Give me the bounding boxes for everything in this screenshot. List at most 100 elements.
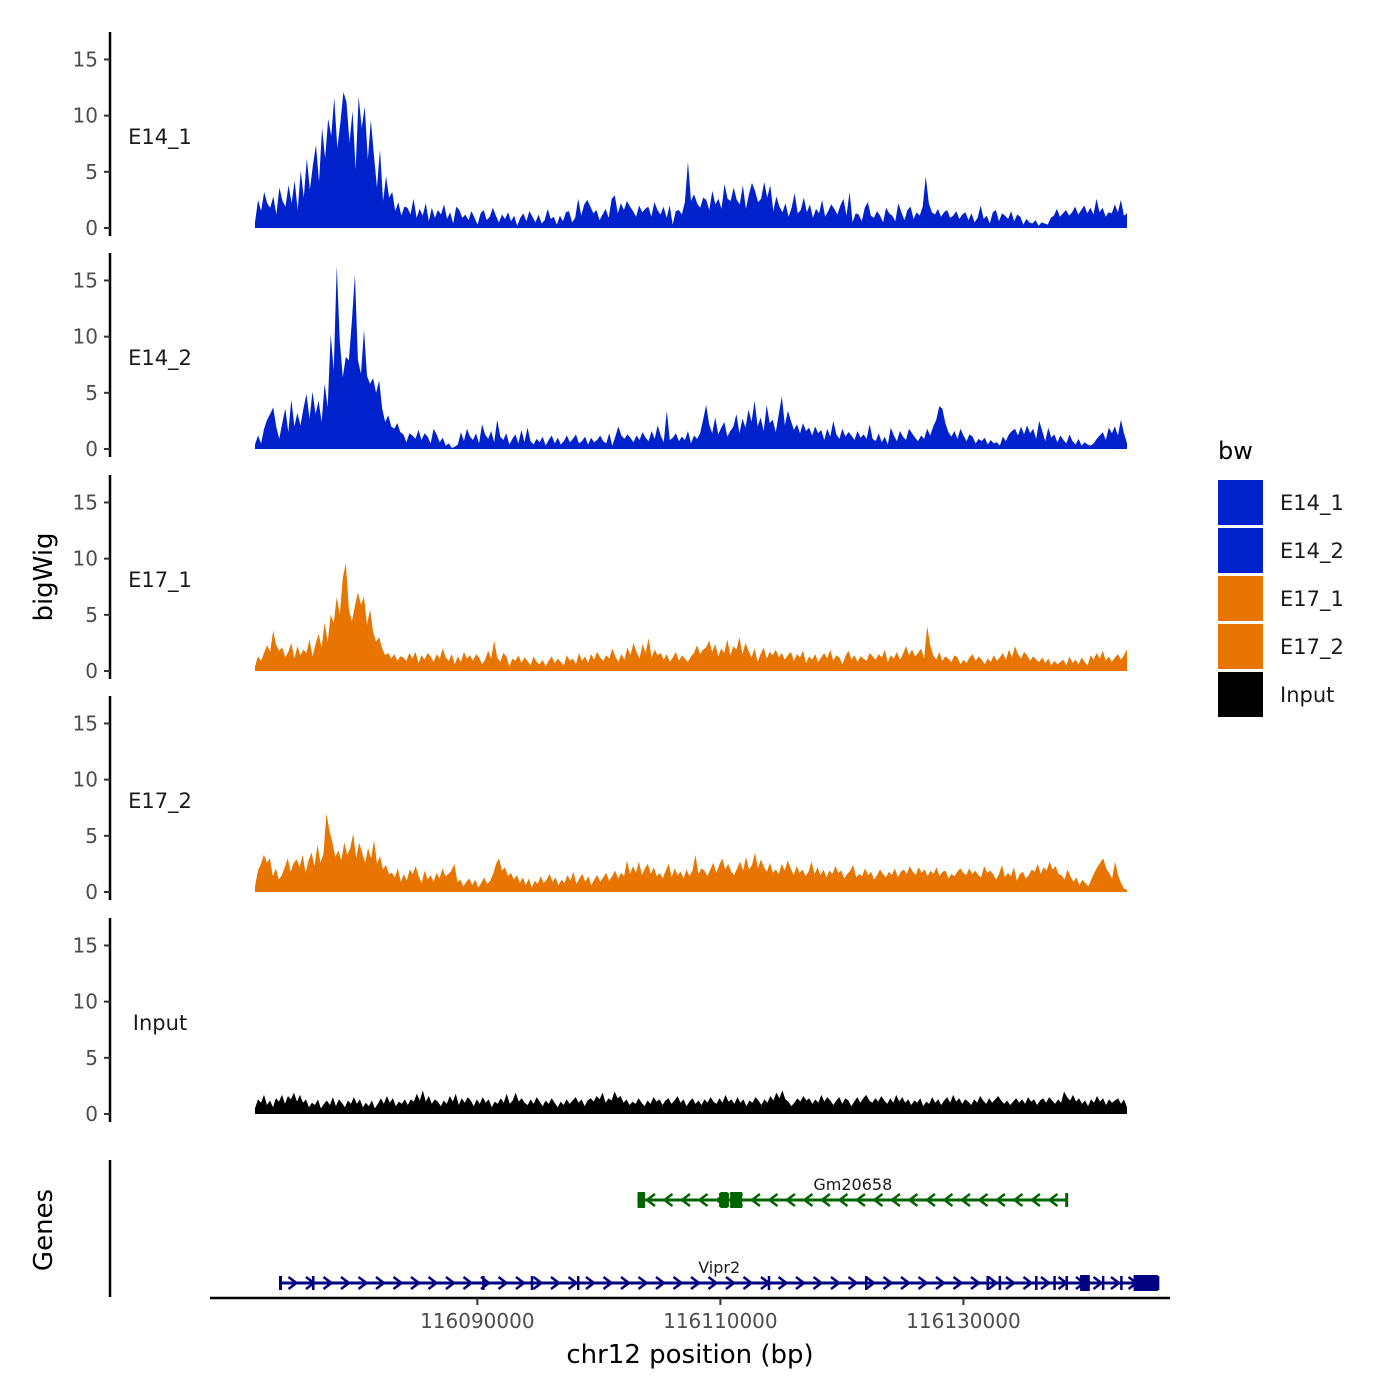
strand-arrow: [872, 1193, 884, 1207]
y-tick-label: 10: [73, 104, 98, 128]
strand-arrow: [1040, 1276, 1052, 1290]
legend-label: E14_1: [1280, 491, 1344, 516]
gene-label: Gm20658: [813, 1175, 892, 1194]
legend: bw E14_1 E14_2 E17_1 E17_2 Input: [1218, 437, 1344, 717]
strand-arrow: [1022, 1276, 1034, 1290]
strand-arrow: [935, 1276, 947, 1290]
strand-arrow: [725, 1276, 737, 1290]
strand-arrow: [907, 1193, 919, 1207]
strand-arrow: [1005, 1276, 1017, 1290]
strand-arrow: [777, 1276, 789, 1290]
track-label: E17_1: [128, 568, 192, 593]
signal-area-e14-2: [255, 265, 1127, 449]
exon: [1080, 1275, 1090, 1291]
track-label: E17_2: [128, 789, 192, 814]
y-tick-label: 5: [85, 824, 98, 848]
strand-arrow: [802, 1193, 814, 1207]
y-tick-label: 0: [85, 1102, 98, 1126]
y-tick-label: 0: [85, 216, 98, 240]
strand-arrow: [462, 1276, 474, 1290]
strand-arrow: [767, 1193, 779, 1207]
strand-arrow: [942, 1193, 954, 1207]
strand-arrow: [837, 1193, 849, 1207]
strand-arrow: [287, 1276, 299, 1290]
strand-arrow: [392, 1276, 404, 1290]
y-tick-label: 0: [85, 437, 98, 461]
bigwig-tracks: 0 5 10 15 E14_1 0 5 10 15 E14_2 0 5 10 15 E17_1 0 5 10 15 E…: [73, 32, 1127, 1126]
y-tick-label: 0: [85, 659, 98, 683]
strand-arrow: [970, 1276, 982, 1290]
strand-arrow: [707, 1276, 719, 1290]
strand-arrow: [515, 1276, 527, 1290]
strand-arrow: [655, 1276, 667, 1290]
strand-arrow: [497, 1276, 509, 1290]
genes-track-title: Genes: [29, 1189, 59, 1271]
strand-arrow: [697, 1193, 709, 1207]
x-tick-label: 116090000: [420, 1309, 535, 1333]
y-tick-label: 0: [85, 880, 98, 904]
strand-arrow: [1012, 1193, 1024, 1207]
track-label: E14_2: [128, 346, 192, 371]
legend-label: E17_1: [1280, 587, 1344, 612]
strand-arrow: [889, 1193, 901, 1207]
strand-arrow: [900, 1276, 912, 1290]
strand-arrow: [882, 1276, 894, 1290]
track-label: Input: [133, 1011, 187, 1035]
gene-gm20658: Gm20658: [637, 1175, 1069, 1208]
exon: [720, 1192, 728, 1208]
strand-arrow: [1110, 1276, 1122, 1290]
strand-arrow: [854, 1193, 866, 1207]
y-axis-title: bigWig: [29, 532, 59, 621]
y-tick-label: 5: [85, 1046, 98, 1070]
legend-label: E14_2: [1280, 539, 1344, 564]
strand-arrow: [375, 1276, 387, 1290]
y-tick-label: 15: [73, 268, 98, 292]
x-tick-label: 116130000: [906, 1309, 1021, 1333]
legend-key-e14-2: [1218, 528, 1263, 573]
strand-arrow: [662, 1193, 674, 1207]
strand-arrow: [987, 1276, 999, 1290]
strand-arrow: [357, 1276, 369, 1290]
strand-arrow: [602, 1276, 614, 1290]
strand-arrow: [445, 1276, 457, 1290]
track-e14-2: 0 5 10 15 E14_2: [73, 253, 1127, 461]
strand-arrow: [959, 1193, 971, 1207]
track-e17-2: 0 5 10 15 E17_2: [73, 696, 1127, 904]
strand-arrow: [410, 1276, 422, 1290]
strand-arrow: [672, 1276, 684, 1290]
y-tick-label: 5: [85, 603, 98, 627]
exon: [1133, 1275, 1158, 1291]
strand-arrow: [812, 1276, 824, 1290]
legend-key-input: [1218, 672, 1263, 717]
track-input: 0 5 10 15 Input: [73, 918, 1127, 1126]
strand-arrow: [532, 1276, 544, 1290]
strand-arrow: [567, 1276, 579, 1290]
legend-key-e17-1: [1218, 576, 1263, 621]
strand-arrow: [819, 1193, 831, 1207]
strand-arrow: [637, 1276, 649, 1290]
strand-arrow: [742, 1276, 754, 1290]
gene-vipr2: Vipr2: [278, 1258, 1160, 1291]
track-label: E14_1: [128, 125, 192, 150]
strand-arrow: [1047, 1193, 1059, 1207]
strand-arrow: [1092, 1276, 1104, 1290]
track-e17-1: 0 5 10 15 E17_1: [73, 475, 1127, 683]
signal-area-e17-2: [255, 813, 1127, 892]
strand-arrow: [690, 1276, 702, 1290]
x-axis-title: chr12 position (bp): [566, 1340, 813, 1370]
gene-label: Vipr2: [698, 1258, 740, 1277]
legend-key-e14-1: [1218, 480, 1263, 525]
strand-arrow: [322, 1276, 334, 1290]
y-tick-label: 5: [85, 160, 98, 184]
legend-label: E17_2: [1280, 635, 1344, 660]
legend-key-e17-2: [1218, 624, 1263, 669]
strand-arrow: [917, 1276, 929, 1290]
strand-arrow: [977, 1193, 989, 1207]
signal-area-e14-1: [255, 92, 1127, 228]
signal-area-input: [255, 1090, 1127, 1114]
strand-arrow: [865, 1276, 877, 1290]
strand-arrow: [427, 1276, 439, 1290]
strand-arrow: [340, 1276, 352, 1290]
y-tick-label: 10: [73, 768, 98, 792]
